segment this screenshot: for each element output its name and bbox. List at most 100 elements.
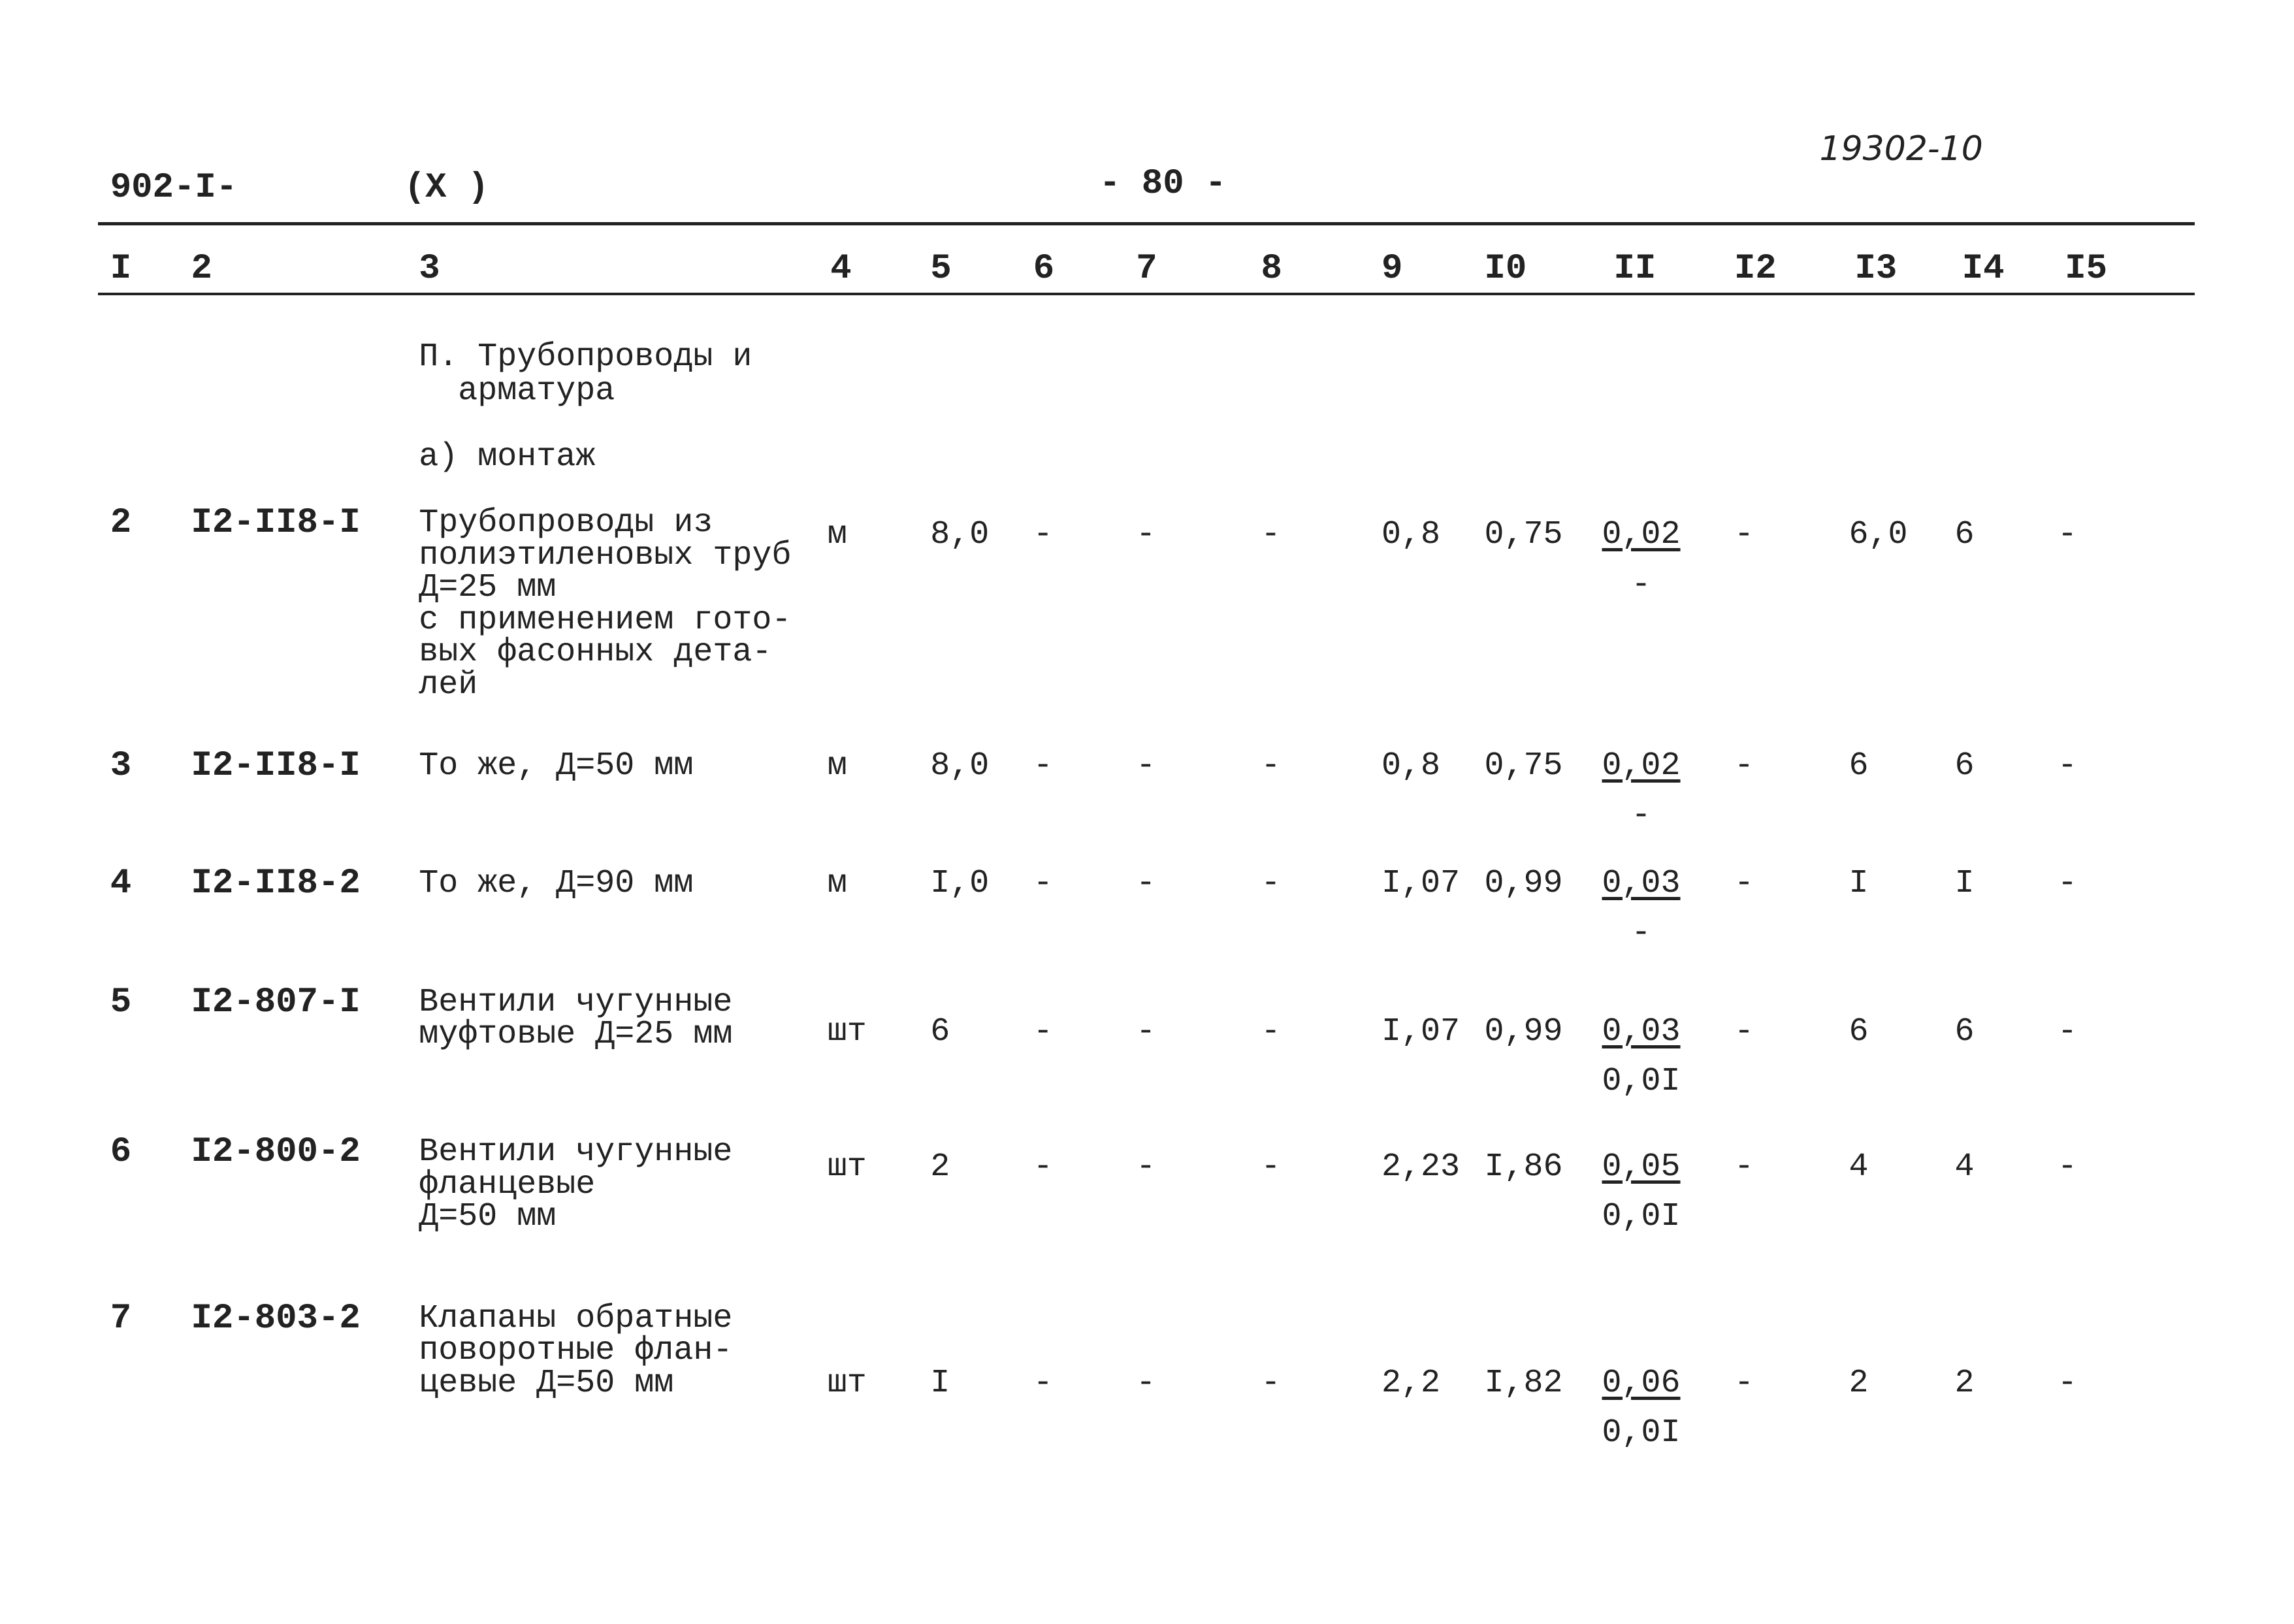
cell: - (1033, 516, 1053, 554)
cell: 0,02 (1602, 747, 1681, 785)
cell: 0,06 (1602, 1364, 1681, 1402)
cell: - (1033, 747, 1053, 785)
name: Д=25 мм (419, 569, 557, 607)
cell: 2 (1849, 1364, 1869, 1402)
section-title: арматура (419, 372, 615, 410)
name: То же, Д=50 мм (419, 747, 694, 785)
cell: - (1136, 864, 1156, 902)
cell: 0,8 (1381, 516, 1441, 554)
code: I2-II8-I (191, 745, 361, 786)
column-header: II (1613, 249, 1656, 289)
cell: I,07 (1381, 864, 1461, 902)
cell: 2,2 (1381, 1364, 1441, 1402)
cell: 0,75 (1484, 747, 1563, 785)
cell: 0,0I (1602, 1063, 1681, 1101)
column-header: I5 (2065, 249, 2108, 289)
cell: 0,99 (1484, 864, 1563, 902)
name: с применением гото- (419, 601, 792, 639)
code: I2-II8-I (191, 503, 361, 544)
column-header: 4 (830, 249, 852, 289)
row-number: 3 (110, 745, 132, 786)
cell: - (1261, 1013, 1281, 1050)
cell: - (1631, 915, 1651, 952)
cell: - (1734, 747, 1754, 785)
unit: шт (827, 1013, 867, 1050)
cell: - (1136, 516, 1156, 554)
cell: - (2058, 516, 2078, 554)
cell: I,0 (930, 864, 990, 902)
cell: - (1033, 864, 1053, 902)
cell: - (2058, 1364, 2078, 1402)
cell: - (1734, 864, 1754, 902)
row-number: 4 (110, 863, 132, 903)
cell: 6,0 (1849, 516, 1908, 554)
cell: 0,75 (1484, 516, 1563, 554)
column-header: 8 (1261, 249, 1282, 289)
name: Трубопроводы из (419, 504, 713, 542)
cell: I (1849, 864, 1869, 902)
cell: 8,0 (930, 516, 990, 554)
cell: - (1136, 1013, 1156, 1050)
name: вых фасонных дета- (419, 634, 772, 672)
cell: 8,0 (930, 747, 990, 785)
cell: 0,0I (1602, 1414, 1681, 1452)
cell: 6 (1849, 747, 1869, 785)
cell: 6 (1954, 747, 1975, 785)
cell: - (1734, 1364, 1754, 1402)
row-number: 7 (110, 1298, 132, 1339)
cell: - (1136, 1148, 1156, 1186)
cell: 2 (1954, 1364, 1975, 1402)
doc-mark: (X ) (404, 168, 489, 208)
unit: м (827, 864, 847, 902)
cell: - (1734, 1148, 1754, 1186)
name: муфтовые Д=25 мм (419, 1016, 733, 1054)
column-header: I0 (1484, 249, 1527, 289)
row-number: 5 (110, 982, 132, 1022)
cell: - (1261, 864, 1281, 902)
cell: - (2058, 1013, 2078, 1050)
cell: 6 (1954, 1013, 1975, 1050)
column-header: 9 (1381, 249, 1403, 289)
name: Вентили чугунные (419, 1133, 733, 1171)
cell: - (1631, 797, 1651, 834)
cell: 6 (930, 1013, 950, 1050)
cell: 2 (930, 1148, 950, 1186)
cell: - (1033, 1364, 1053, 1402)
column-header: 6 (1033, 249, 1055, 289)
row-number: 2 (110, 503, 132, 544)
cell: 0,99 (1484, 1013, 1563, 1050)
cell: 4 (1849, 1148, 1869, 1186)
cell: I,86 (1484, 1148, 1563, 1186)
cell: 0,03 (1602, 864, 1681, 902)
cell: - (1261, 516, 1281, 554)
cell: I (1954, 864, 1975, 902)
cell: 0,05 (1602, 1148, 1681, 1186)
code: I2-803-2 (191, 1298, 361, 1339)
unit: м (827, 516, 847, 554)
unit: шт (827, 1364, 867, 1402)
name: Вентили чугунные (419, 983, 733, 1021)
cell: - (1136, 747, 1156, 785)
unit: шт (827, 1148, 867, 1186)
code: I2-800-2 (191, 1132, 361, 1173)
code: I2-II8-2 (191, 863, 361, 903)
cell: - (1261, 1364, 1281, 1402)
section-title: П. Трубопроводы и (419, 338, 752, 376)
column-header: I3 (1854, 249, 1898, 289)
cell: - (1261, 1148, 1281, 1186)
code: I2-807-I (191, 982, 361, 1022)
name: цевые Д=50 мм (419, 1364, 674, 1402)
cell: 0,8 (1381, 747, 1441, 785)
name: лей (419, 666, 478, 704)
cell: 6 (1849, 1013, 1869, 1050)
row-number: 6 (110, 1132, 132, 1173)
name: поворотные флан- (419, 1332, 733, 1369)
unit: м (827, 747, 847, 785)
cell: - (1734, 1013, 1754, 1050)
name: полиэтиленовых труб (419, 536, 792, 574)
column-header: 3 (419, 249, 440, 289)
cell: 2,23 (1381, 1148, 1461, 1186)
name: То же, Д=90 мм (419, 864, 694, 902)
cell: I (930, 1364, 950, 1402)
